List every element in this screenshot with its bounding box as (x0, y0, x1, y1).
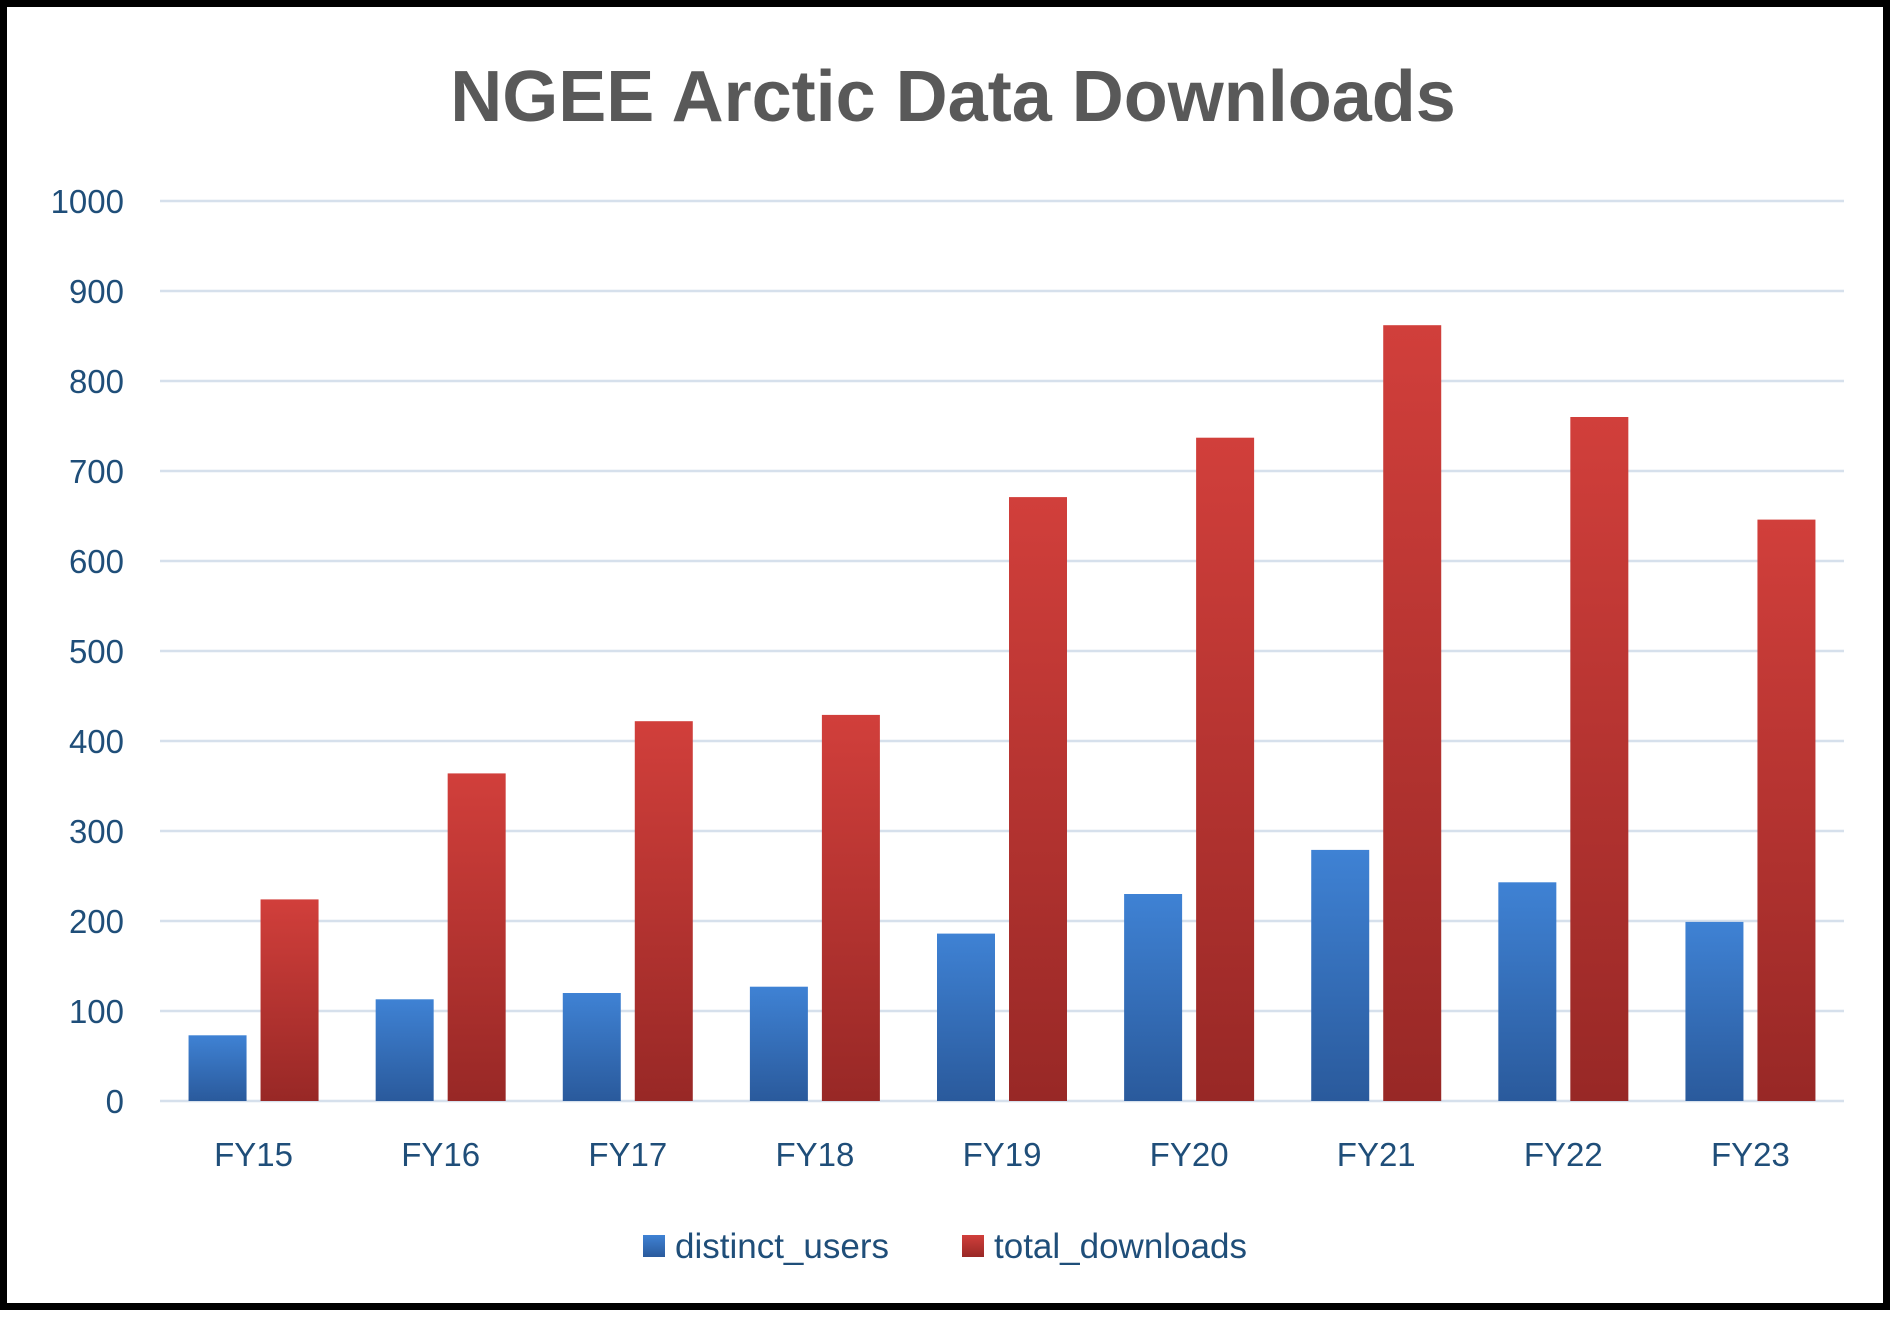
bar-total_downloads-FY18 (821, 714, 880, 1101)
y-tick-label: 500 (69, 633, 124, 670)
x-tick-label: FY15 (214, 1136, 293, 1173)
bars (188, 325, 1816, 1102)
bar-total_downloads-FY21 (1383, 325, 1442, 1101)
y-axis: 0 100 200 300 400 500 600 700 800 900 1000 (51, 183, 124, 1120)
bar-total_downloads-FY17 (634, 721, 693, 1101)
bar-distinct_users-FY16 (375, 999, 434, 1101)
y-tick-label: 700 (69, 453, 124, 490)
y-tick-label: 600 (69, 543, 124, 580)
y-tick-label: 400 (69, 723, 124, 760)
y-tick-label: 800 (69, 363, 124, 400)
bar-total_downloads-FY20 (1196, 437, 1255, 1101)
x-tick-label: FY17 (588, 1136, 667, 1173)
x-tick-label: FY21 (1337, 1136, 1416, 1173)
legend: distinct_users total_downloads (643, 1227, 1247, 1266)
legend-label-total_downloads: total_downloads (994, 1227, 1247, 1266)
bar-total_downloads-FY19 (1009, 497, 1067, 1102)
bar-distinct_users-FY23 (1685, 921, 1744, 1101)
legend-label-distinct_users: distinct_users (675, 1227, 889, 1266)
bar-distinct_users-FY21 (1311, 849, 1370, 1101)
y-tick-label: 900 (69, 273, 124, 310)
x-tick-label: FY20 (1150, 1136, 1229, 1173)
bar-total_downloads-FY23 (1757, 519, 1816, 1101)
bar-distinct_users-FY22 (1498, 882, 1557, 1101)
x-tick-label: FY22 (1524, 1136, 1603, 1173)
bar-total_downloads-FY22 (1570, 417, 1629, 1101)
bar-total_downloads-FY15 (260, 899, 319, 1101)
x-tick-label: FY19 (963, 1136, 1042, 1173)
bar-distinct_users-FY18 (749, 986, 808, 1101)
x-tick-label: FY23 (1711, 1136, 1790, 1173)
x-tick-label: FY16 (401, 1136, 480, 1173)
y-tick-label: 1000 (51, 183, 124, 220)
bar-distinct_users-FY15 (188, 1035, 247, 1101)
y-tick-label: 0 (106, 1083, 124, 1120)
legend-swatch-total_downloads (962, 1235, 984, 1257)
bar-distinct_users-FY19 (937, 933, 995, 1101)
y-tick-label: 200 (69, 903, 124, 940)
x-axis: FY15 FY16 FY17 FY18 FY19 FY20 FY21 FY22 FY23 (214, 1136, 1790, 1173)
gridlines (160, 199, 1844, 1103)
chart: NGEE Arctic Data Downloads 0 100 200 300 400… (51, 57, 1844, 1266)
y-tick-label: 100 (69, 993, 124, 1030)
bar-distinct_users-FY20 (1124, 894, 1183, 1101)
y-tick-label: 300 (69, 813, 124, 850)
chart-title: NGEE Arctic Data Downloads (450, 57, 1456, 137)
legend-swatch-distinct_users (643, 1235, 665, 1257)
bar-total_downloads-FY16 (447, 773, 506, 1101)
x-tick-label: FY18 (775, 1136, 854, 1173)
bar-distinct_users-FY17 (562, 993, 621, 1101)
